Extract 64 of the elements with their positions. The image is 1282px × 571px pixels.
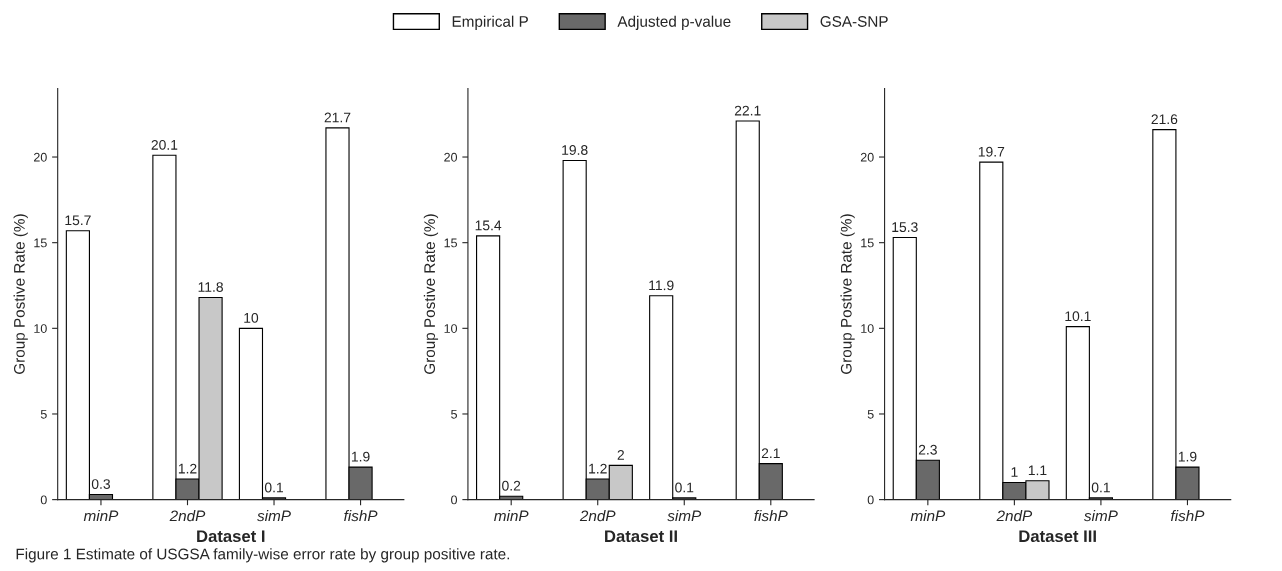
data-label: 10.1 (1065, 311, 1091, 322)
legend-label: Adjusted p-value (617, 15, 731, 30)
data-label: 2.3 (918, 444, 937, 455)
y-axis-title: Group Postive Rate (%) (840, 214, 855, 374)
x-axis-title: Dataset II (605, 530, 677, 543)
data-label: 15.4 (475, 220, 502, 231)
x-tick-label: 2ndP (579, 510, 616, 522)
caption: Figure 1 Estimate of USGSA family-wise error rate by group positive rate. (16, 548, 510, 563)
x-axis-title: Dataset III (1019, 530, 1096, 543)
y-tick-label: 5 (867, 409, 874, 419)
data-label: 0.1 (675, 482, 694, 493)
data-label: 1.1 (1028, 465, 1047, 476)
y-tick-label: 5 (40, 409, 47, 419)
y-tick-label: 20 (34, 152, 47, 162)
x-tick-label: fishP (1170, 510, 1205, 522)
data-label: 19.8 (562, 145, 588, 155)
data-label: 0.1 (1091, 482, 1110, 493)
y-tick-label: 10 (444, 324, 458, 333)
data-label: 0.3 (91, 479, 110, 489)
y-tick-label: 10 (34, 324, 47, 333)
data-label: 10 (244, 312, 259, 323)
y-tick-label: 20 (860, 152, 874, 162)
data-label: 1.2 (589, 463, 607, 474)
data-label: 0.2 (502, 480, 521, 491)
data-label: 0.1 (264, 482, 283, 493)
legend-label: Empirical P (452, 15, 528, 30)
y-tick-label: 15 (444, 238, 457, 248)
x-tick-label: 2ndP (996, 510, 1033, 522)
data-label: 21.6 (1151, 114, 1178, 125)
data-label: 20.1 (151, 139, 178, 150)
data-label: 11.9 (649, 280, 674, 291)
legend-label: GSA-SNP (820, 16, 888, 27)
x-tick-label: 2ndP (169, 510, 206, 522)
y-tick-label: 20 (444, 152, 458, 162)
data-label: 15.3 (892, 222, 918, 233)
x-tick-label: simP (667, 510, 702, 522)
x-tick-label: fishP (344, 510, 378, 522)
y-axis-title: Group Postive Rate (%) (13, 214, 28, 374)
y-tick-label: 0 (451, 495, 458, 505)
x-tick-label: minP (83, 510, 119, 522)
data-label: 1 (1011, 467, 1018, 477)
y-tick-label: 0 (40, 495, 47, 505)
data-label: 19.7 (978, 146, 1005, 157)
data-label: 1.2 (178, 463, 197, 474)
data-label: 2 (617, 450, 624, 460)
data-label: 1.9 (351, 451, 370, 462)
x-tick-label: minP (494, 510, 529, 522)
data-label: 15.7 (65, 215, 91, 226)
data-label: 22.1 (734, 105, 761, 116)
y-tick-label: 10 (861, 324, 874, 333)
y-axis-title: Group Postive Rate (%) (423, 214, 439, 374)
x-tick-label: simP (1083, 510, 1118, 522)
data-label: 2.1 (761, 448, 780, 458)
data-label: 1.9 (1178, 451, 1197, 462)
x-axis-title: Dataset I (197, 530, 265, 543)
x-tick-label: simP (257, 510, 291, 522)
y-tick-label: 5 (451, 409, 457, 419)
x-tick-label: fishP (754, 510, 788, 522)
data-label: 11.8 (198, 282, 223, 292)
y-tick-label: 15 (861, 238, 874, 248)
y-tick-label: 15 (34, 238, 47, 248)
x-tick-label: minP (910, 510, 946, 522)
y-tick-label: 0 (867, 495, 874, 505)
data-label: 21.7 (324, 112, 351, 123)
